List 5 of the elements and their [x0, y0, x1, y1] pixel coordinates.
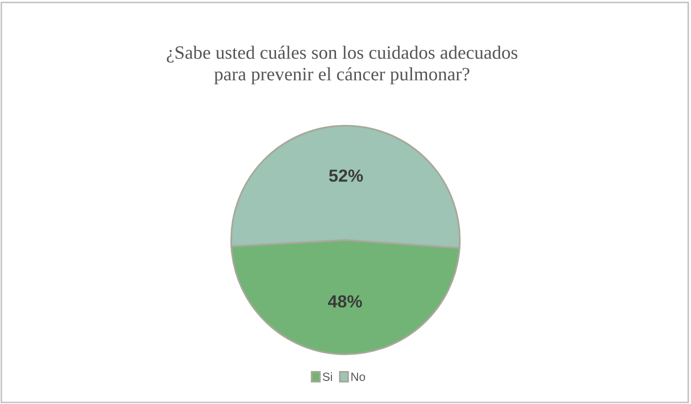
data-label: 52%: [329, 170, 363, 182]
data-label: 48%: [328, 295, 362, 308]
legend-label: Si: [322, 372, 332, 381]
legend-label: No: [351, 372, 366, 381]
chart-title: ¿Sabe usted cuáles son los cuidados adecuados para prevenir el cáncer pulmonar?: [166, 46, 518, 84]
